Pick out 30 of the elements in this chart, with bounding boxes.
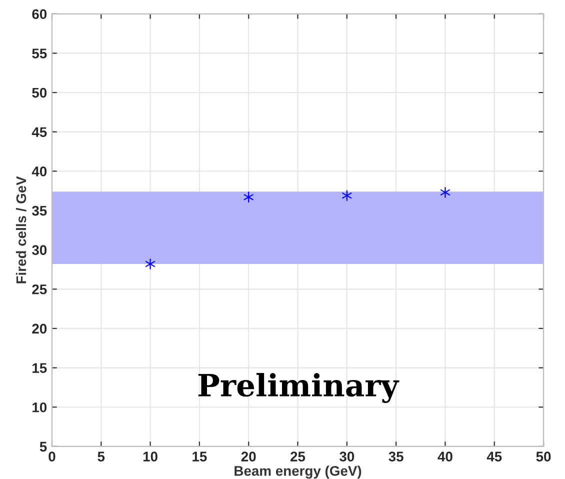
- y-tick-label: 25: [32, 284, 47, 294]
- annotation: Preliminary: [198, 373, 400, 404]
- y-tick-label: 45: [32, 127, 47, 138]
- y-tick-label: 55: [32, 48, 47, 58]
- y-axis-title: Fired cells / GeV: [16, 176, 26, 284]
- y-tick-label: 10: [32, 402, 47, 412]
- y-tick-label: 20: [32, 324, 47, 334]
- y-tick-label: 30: [32, 245, 47, 256]
- point: [342, 190, 352, 202]
- x-tick-label: 35: [388, 452, 404, 462]
- y-tick-label: 50: [32, 88, 47, 98]
- x-tick-label: 50: [536, 452, 551, 462]
- x-tick-label: 20: [241, 452, 256, 462]
- x-tick-label: 30: [340, 452, 354, 462]
- x-tick-label: 25: [290, 452, 306, 462]
- point: [440, 186, 450, 198]
- x-tick-label: 40: [438, 452, 452, 462]
- point: [244, 192, 254, 203]
- x-tick-label: 0: [48, 452, 56, 462]
- x-axis-title: Beam energy (GeV): [234, 466, 362, 479]
- point: [145, 258, 156, 270]
- y-tick-label: 15: [32, 363, 47, 373]
- x-tick-label: 15: [192, 452, 207, 462]
- y-tick-label: 5: [40, 442, 47, 452]
- x-tick-label: 5: [98, 452, 105, 462]
- x-tick-label: 10: [143, 452, 158, 462]
- y-tick-label: 60: [32, 9, 47, 20]
- y-tick-label: 35: [32, 206, 47, 216]
- x-tick-label: 45: [486, 452, 502, 462]
- y-tick-label: 40: [32, 166, 47, 176]
